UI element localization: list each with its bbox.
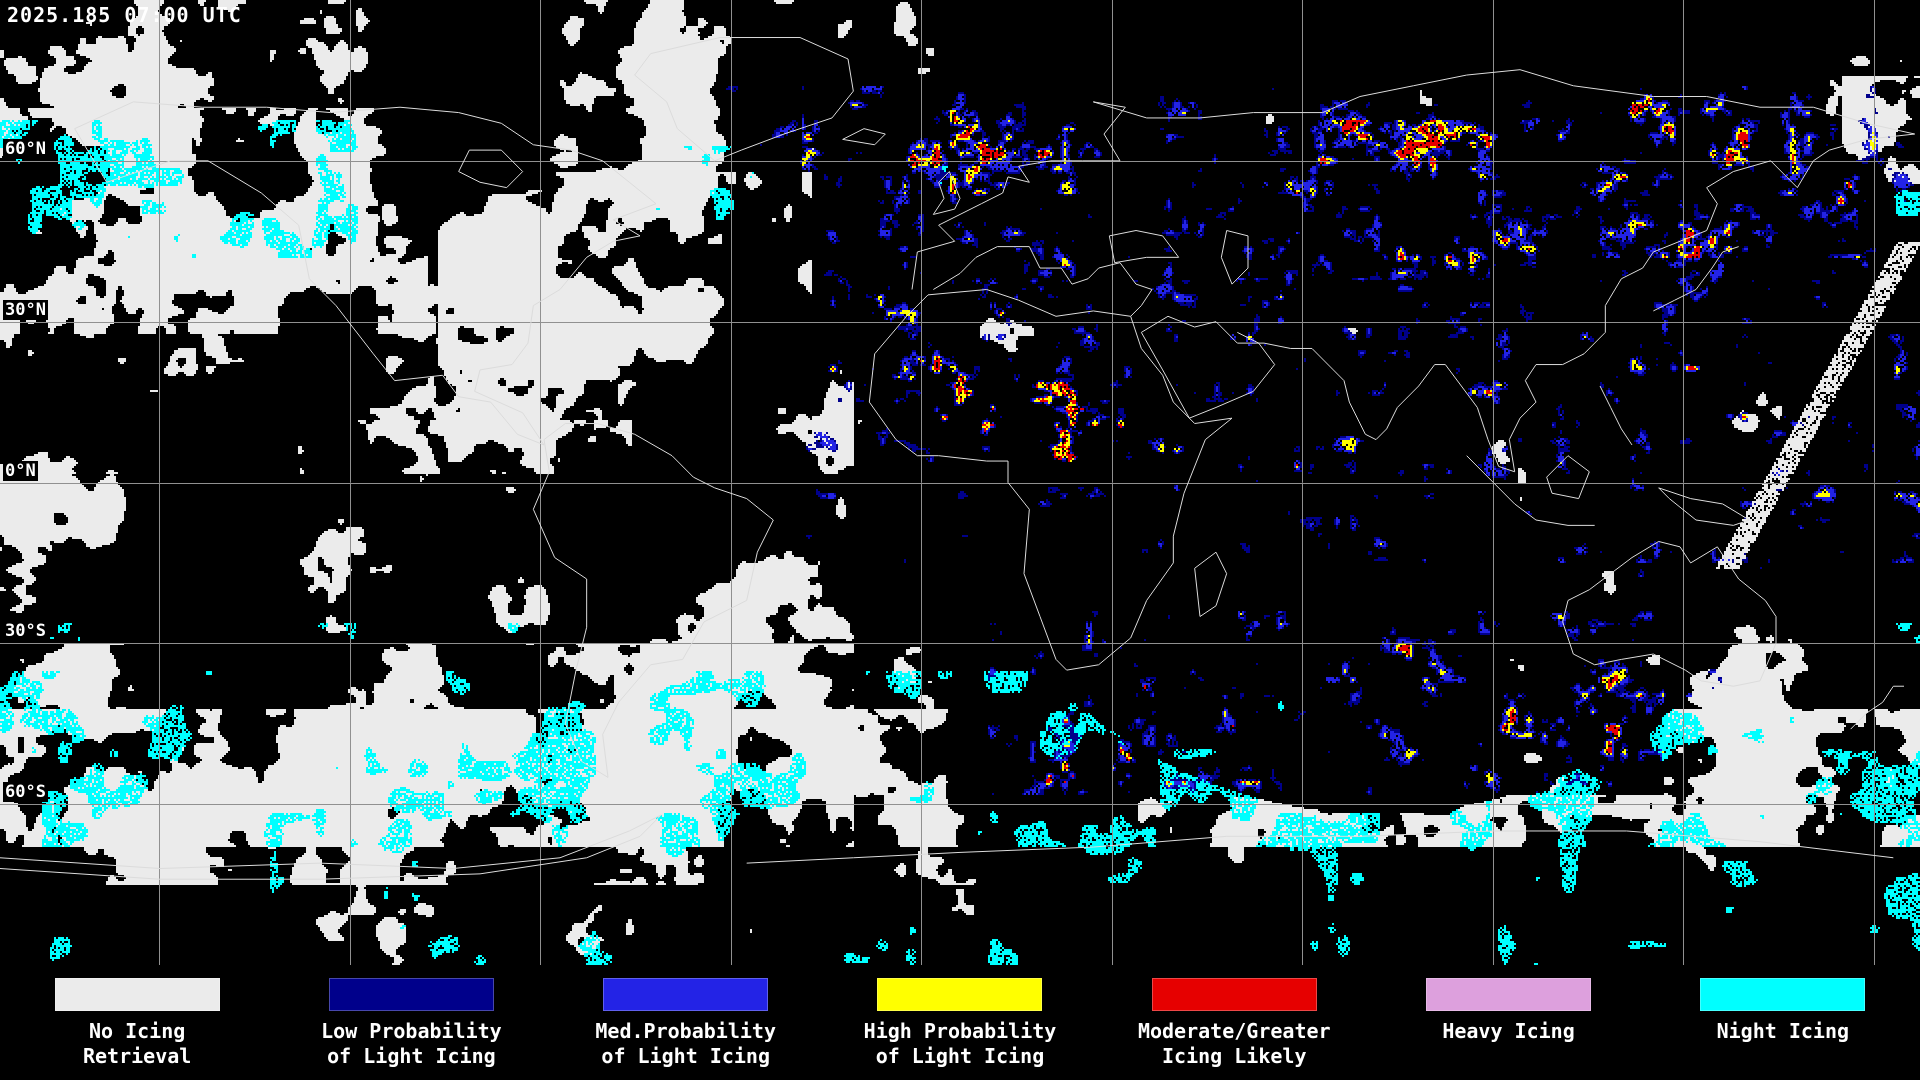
latitude-label-0N: 0°N [3,460,38,481]
legend: No Icing Retrieval Low Probability of Light… [0,965,1920,1080]
legend-label-no-icing-retrieval: No Icing Retrieval [82,1019,192,1068]
legend-label-high-prob-light-icing: High Probability of Light Icing [863,1019,1057,1068]
legend-item-low-prob-light-icing: Low Probability of Light Icing [274,965,548,1080]
legend-swatch-med-prob-light-icing [603,978,769,1011]
legend-swatch-no-icing-retrieval [54,978,220,1011]
legend-label-night-icing: Night Icing [1716,1019,1850,1043]
legend-item-no-icing-retrieval: No Icing Retrieval [0,965,274,1080]
legend-label-moderate-greater-icing: Moderate/Greater Icing Likely [1137,1019,1331,1068]
legend-item-moderate-greater-icing: Moderate/Greater Icing Likely [1097,965,1371,1080]
timestamp: 2025.185 07:00 UTC [7,3,242,27]
latitude-label-60N: 60°N [3,138,48,159]
legend-label-med-prob-light-icing: Med.Probability of Light Icing [595,1019,777,1068]
legend-swatch-high-prob-light-icing [877,978,1043,1011]
latitude-label-30S: 30°S [3,621,48,642]
legend-label-low-prob-light-icing: Low Probability of Light Icing [321,1019,502,1068]
legend-swatch-low-prob-light-icing [328,978,494,1011]
latitude-label-60S: 60°S [3,782,48,803]
legend-label-heavy-icing: Heavy Icing [1442,1019,1575,1043]
legend-swatch-night-icing [1700,978,1866,1011]
legend-item-heavy-icing: Heavy Icing [1371,965,1645,1080]
legend-item-med-prob-light-icing: Med.Probability of Light Icing [549,965,823,1080]
legend-swatch-moderate-greater-icing [1151,978,1317,1011]
legend-item-night-icing: Night Icing [1646,965,1920,1080]
latitude-label-30N: 30°N [3,299,48,320]
icing-map: 2025.185 07:00 UTC 60°N 30°N 0°N 30°S 60°S [0,0,1920,965]
world-map-canvas [0,0,1920,965]
legend-item-high-prob-light-icing: High Probability of Light Icing [823,965,1097,1080]
legend-swatch-heavy-icing [1426,978,1592,1011]
